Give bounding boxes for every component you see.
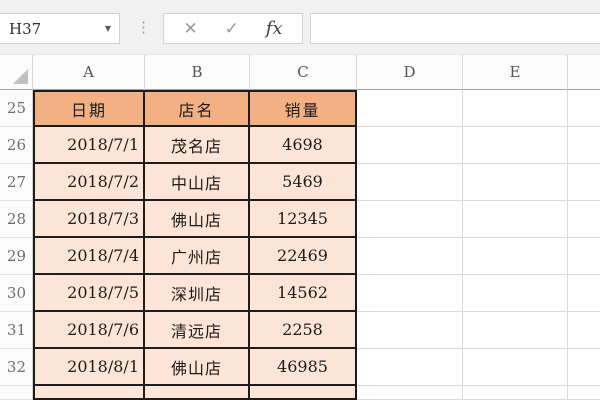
table-row: 29 2018/7/4 广州店 22469 <box>0 238 600 275</box>
cell-sales[interactable]: 5469 <box>250 164 357 201</box>
cell-store[interactable]: 深圳店 <box>145 275 250 312</box>
table-row-partial <box>0 386 600 400</box>
table-header-row: 25 日期 店名 销量 <box>0 90 600 127</box>
cell-store[interactable]: 佛山店 <box>145 201 250 238</box>
insert-function-icon[interactable]: fx <box>265 18 283 39</box>
chevron-down-icon[interactable]: ▼ <box>104 24 111 33</box>
cell-store[interactable]: 茂名店 <box>145 127 250 164</box>
row-number[interactable] <box>0 386 33 400</box>
cell-empty[interactable] <box>568 312 600 349</box>
row-number[interactable]: 28 <box>0 201 33 238</box>
cell-empty[interactable] <box>463 90 568 127</box>
table-row: 28 2018/7/3 佛山店 12345 <box>0 201 600 238</box>
cell-date[interactable]: 2018/7/5 <box>33 275 145 312</box>
cell-empty[interactable] <box>568 386 600 400</box>
cell-empty[interactable] <box>568 201 600 238</box>
cancel-icon[interactable]: ✕ <box>183 18 198 39</box>
cell-empty[interactable] <box>568 90 600 127</box>
cell-date[interactable]: 2018/7/1 <box>33 127 145 164</box>
toolbar-separator-dots-icon: ⋮ <box>136 18 151 36</box>
column-header-e[interactable]: E <box>463 55 568 90</box>
row-number[interactable]: 32 <box>0 349 33 386</box>
cell-sales[interactable]: 46985 <box>250 349 357 386</box>
cell-sales[interactable]: 12345 <box>250 201 357 238</box>
cell-sales[interactable]: 22469 <box>250 238 357 275</box>
cell-empty[interactable] <box>463 275 568 312</box>
column-header-d[interactable]: D <box>357 55 463 90</box>
cell-store[interactable]: 广州店 <box>145 238 250 275</box>
cell-sales[interactable]: 4698 <box>250 127 357 164</box>
cell-store[interactable] <box>145 386 250 400</box>
cell-empty[interactable] <box>568 164 600 201</box>
cell-empty[interactable] <box>357 386 463 400</box>
cell-empty[interactable] <box>357 312 463 349</box>
cell-date[interactable]: 2018/7/2 <box>33 164 145 201</box>
cell-empty[interactable] <box>357 127 463 164</box>
table-row: 32 2018/8/1 佛山店 46985 <box>0 349 600 386</box>
cell-empty[interactable] <box>463 127 568 164</box>
column-header-partial[interactable] <box>568 55 600 90</box>
header-cell-store[interactable]: 店名 <box>145 90 250 127</box>
select-all-triangle-icon <box>13 69 28 84</box>
cell-store[interactable]: 中山店 <box>145 164 250 201</box>
table-row: 31 2018/7/6 清远店 2258 <box>0 312 600 349</box>
table-row: 27 2018/7/2 中山店 5469 <box>0 164 600 201</box>
cell-empty[interactable] <box>568 349 600 386</box>
cell-store[interactable]: 清远店 <box>145 312 250 349</box>
cell-store[interactable]: 佛山店 <box>145 349 250 386</box>
row-number[interactable]: 31 <box>0 312 33 349</box>
cell-empty[interactable] <box>568 238 600 275</box>
row-number[interactable]: 30 <box>0 275 33 312</box>
cell-empty[interactable] <box>463 201 568 238</box>
column-header-a[interactable]: A <box>33 55 145 90</box>
cell-sales[interactable] <box>250 386 357 400</box>
cell-empty[interactable] <box>568 127 600 164</box>
cell-sales[interactable]: 14562 <box>250 275 357 312</box>
table-row: 26 2018/7/1 茂名店 4698 <box>0 127 600 164</box>
cell-empty[interactable] <box>357 349 463 386</box>
formula-toolbar: H37 ▼ ⋮ ✕ ✓ fx <box>0 0 600 55</box>
name-box-value: H37 <box>9 19 42 38</box>
cell-empty[interactable] <box>463 312 568 349</box>
row-number[interactable]: 26 <box>0 127 33 164</box>
column-header-c[interactable]: C <box>250 55 357 90</box>
cell-empty[interactable] <box>463 386 568 400</box>
cell-empty[interactable] <box>463 164 568 201</box>
cell-empty[interactable] <box>357 201 463 238</box>
cell-empty[interactable] <box>568 275 600 312</box>
cell-date[interactable]: 2018/8/1 <box>33 349 145 386</box>
formula-buttons: ✕ ✓ fx <box>163 13 303 44</box>
column-headers: A B C D E <box>0 55 600 90</box>
header-cell-date[interactable]: 日期 <box>33 90 145 127</box>
cell-empty[interactable] <box>357 238 463 275</box>
enter-icon[interactable]: ✓ <box>224 18 239 39</box>
cell-empty[interactable] <box>357 275 463 312</box>
row-number[interactable]: 29 <box>0 238 33 275</box>
cell-empty[interactable] <box>463 238 568 275</box>
row-number[interactable]: 25 <box>0 90 33 127</box>
cell-date[interactable]: 2018/7/4 <box>33 238 145 275</box>
cell-sales[interactable]: 2258 <box>250 312 357 349</box>
cell-empty[interactable] <box>357 90 463 127</box>
column-header-b[interactable]: B <box>145 55 250 90</box>
header-cell-sales[interactable]: 销量 <box>250 90 357 127</box>
formula-input[interactable] <box>310 13 600 44</box>
cell-date[interactable]: 2018/7/6 <box>33 312 145 349</box>
select-all-corner[interactable] <box>0 55 33 90</box>
name-box[interactable]: H37 ▼ <box>0 13 120 44</box>
cell-date[interactable] <box>33 386 145 400</box>
cell-empty[interactable] <box>463 349 568 386</box>
row-number[interactable]: 27 <box>0 164 33 201</box>
table-row: 30 2018/7/5 深圳店 14562 <box>0 275 600 312</box>
cell-empty[interactable] <box>357 164 463 201</box>
cell-date[interactable]: 2018/7/3 <box>33 201 145 238</box>
